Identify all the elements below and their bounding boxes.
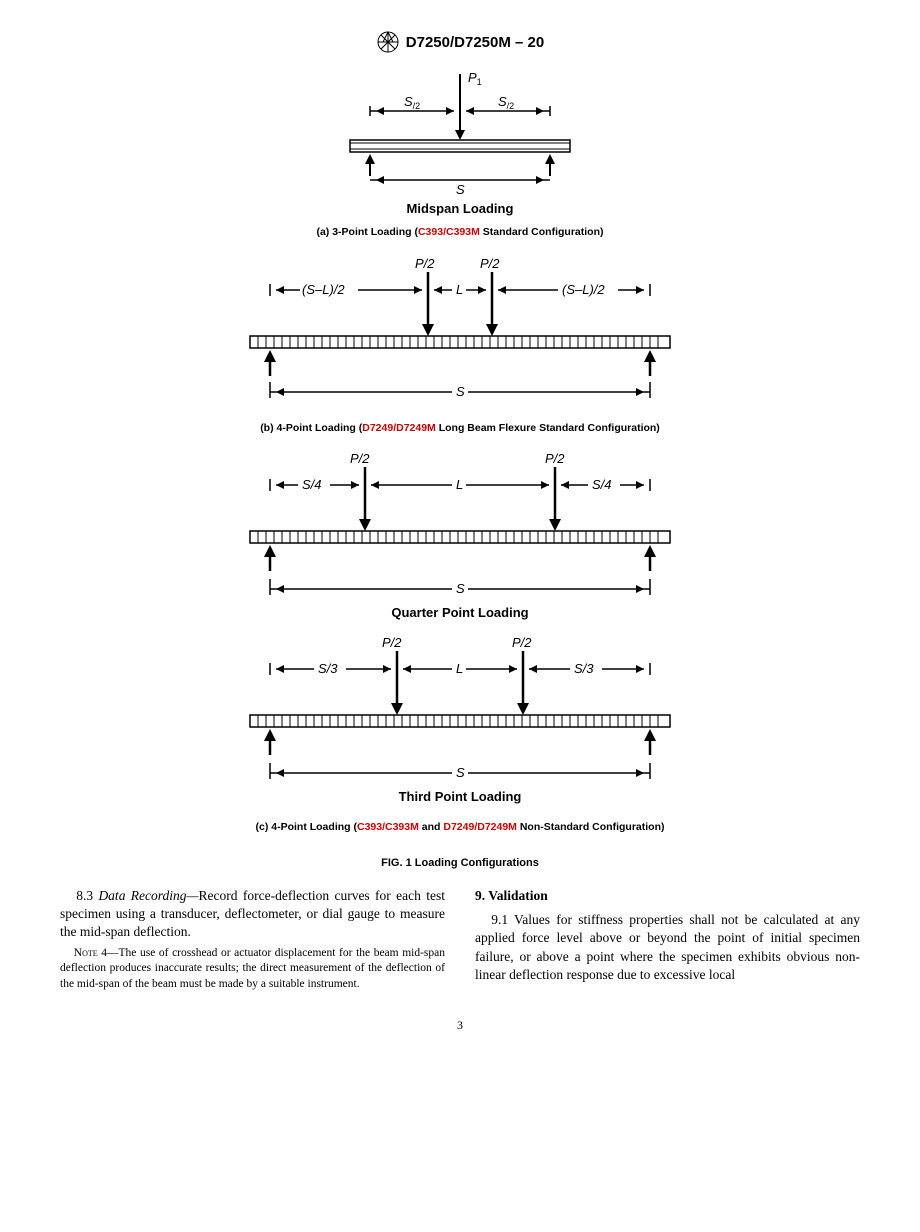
para-8-3: 8.3 Data Recording—Record force-deflecti… [60,887,445,942]
svg-text:S/4: S/4 [592,477,612,492]
svg-text:P/2: P/2 [512,635,532,650]
link-c393[interactable]: C393/C393M [418,226,480,238]
svg-text:S/2: S/2 [498,94,514,111]
left-column: 8.3 Data Recording—Record force-deflecti… [60,887,445,994]
figure-a-caption: (a) 3-Point Loading (C393/C393M Standard… [316,226,603,240]
figure-c1-diagram: P/2 P/2 S/4 L S/4 S [230,449,690,629]
link-d7249-2[interactable]: D7249/D7249M [443,821,517,833]
svg-text:S/2: S/2 [404,94,420,111]
svg-text:(S–L)/2: (S–L)/2 [302,282,345,297]
svg-text:S: S [456,182,465,197]
section-9-heading: 9. Validation [475,887,860,905]
figure-b-diagram: P/2 P/2 (S–L)/2 L (S–L)/2 [230,254,690,414]
svg-text:S/4: S/4 [302,477,322,492]
svg-text:S: S [456,581,465,596]
svg-text:S: S [456,765,465,780]
page-number: 3 [60,1018,860,1033]
link-c393-2[interactable]: C393/C393M [357,821,419,833]
svg-text:P/2: P/2 [415,256,435,271]
svg-text:P/2: P/2 [480,256,500,271]
body-columns: 8.3 Data Recording—Record force-deflecti… [60,887,860,994]
right-column: 9. Validation 9.1 Values for stiffness p… [475,887,860,994]
svg-text:S: S [456,384,465,399]
note-4: Note 4—The use of crosshead or actuator … [60,946,445,993]
svg-text:P/2: P/2 [350,451,370,466]
svg-text:Third Point Loading: Third Point Loading [399,789,522,804]
svg-text:P1: P1 [468,70,482,87]
figure-c2-diagram: P/2 P/2 S/3 L S/3 S [230,633,690,813]
svg-text:(S–L)/2: (S–L)/2 [562,282,605,297]
svg-text:Midspan Loading: Midspan Loading [407,201,514,216]
figures-container: P1 S/2 S/2 S Midspan Loading (a) 3-Point… [60,68,860,887]
svg-text:L: L [456,282,463,297]
svg-text:S/3: S/3 [318,661,338,676]
figure-c-caption: (c) 4-Point Loading (C393/C393M and D724… [255,821,664,835]
svg-text:L: L [456,477,463,492]
svg-text:Quarter Point Loading: Quarter Point Loading [391,605,528,620]
link-d7249[interactable]: D7249/D7249M [362,422,436,434]
svg-text:S/3: S/3 [574,661,594,676]
figure-b-caption: (b) 4-Point Loading (D7249/D7249M Long B… [260,422,660,436]
figure-a-diagram: P1 S/2 S/2 S Midspan Loading [310,68,610,218]
astm-logo-icon [376,30,400,54]
svg-text:P/2: P/2 [382,635,402,650]
page-header: D7250/D7250M – 20 [60,30,860,58]
standard-number: D7250/D7250M – 20 [406,34,544,51]
para-9-1: 9.1 Values for stiffness properties shal… [475,911,860,984]
svg-text:P/2: P/2 [545,451,565,466]
figure-main-caption: FIG. 1 Loading Configurations [381,857,539,869]
svg-text:L: L [456,661,463,676]
